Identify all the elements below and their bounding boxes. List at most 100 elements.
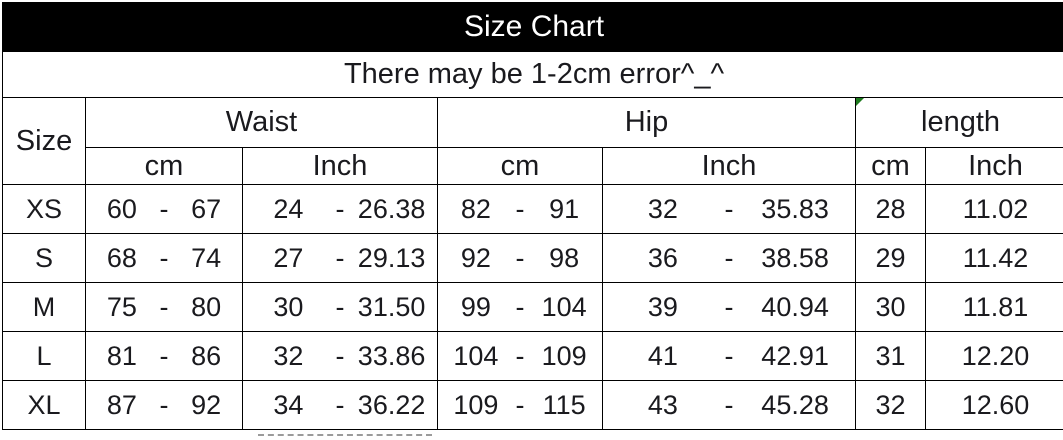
length-cm-value: 32	[855, 380, 926, 430]
range-max: 31.50	[357, 291, 426, 322]
cell-error-triangle-icon	[856, 98, 864, 106]
length-cm-header: cm	[855, 147, 926, 185]
length-cm-value: 28	[855, 184, 926, 234]
hip-cm-range: 109 - 115	[437, 380, 603, 430]
range-dash: -	[159, 193, 169, 224]
range-min: 32	[647, 193, 678, 224]
range-min: 34	[273, 389, 304, 420]
hip-inch-range: 41 - 42.91	[602, 331, 856, 381]
hip-inch-range: 36 - 38.58	[602, 233, 856, 283]
table-row: XL 87 - 92 34 - 36.22 109 - 115 43 - 45.…	[2, 380, 1063, 430]
range-max: 29.13	[357, 242, 426, 273]
range-max: 35.83	[761, 193, 829, 224]
range-dash: -	[515, 242, 525, 273]
size-cell: XL	[2, 380, 86, 430]
hip-cm-range: 99 - 104	[437, 282, 603, 332]
range-max: 115	[542, 389, 586, 420]
hip-cm-header: cm	[437, 147, 603, 185]
size-chart-table: Size Chart There may be 1-2cm error^_^ S…	[1, 2, 1063, 430]
waist-cm-range: 87 - 92	[85, 380, 243, 430]
size-column-header: Size	[2, 97, 86, 185]
table-row: XS 60 - 67 24 - 26.38 82 - 91 32 - 35.83…	[2, 184, 1063, 234]
range-max: 109	[541, 340, 587, 371]
waist-inch-range: 34 - 36.22	[242, 380, 438, 430]
note-row: There may be 1-2cm error^_^	[1, 51, 1063, 98]
waist-cm-range: 68 - 74	[85, 233, 243, 283]
waist-cm-range: 75 - 80	[85, 282, 243, 332]
range-min: 27	[273, 242, 304, 273]
error-note: There may be 1-2cm error^_^	[1, 51, 1063, 98]
range-min: 32	[273, 340, 304, 371]
range-max: 86	[191, 340, 222, 371]
range-dash: -	[724, 340, 734, 371]
hip-cm-range: 104 - 109	[437, 331, 603, 381]
range-dash: -	[724, 291, 734, 322]
range-min: 75	[106, 291, 137, 322]
hip-inch-range: 32 - 35.83	[602, 184, 856, 234]
range-max: 80	[191, 291, 222, 322]
range-min: 30	[273, 291, 304, 322]
hip-inch-header: Inch	[602, 147, 856, 185]
range-min: 109	[453, 389, 499, 420]
hip-cm-range: 82 - 91	[437, 184, 603, 234]
range-min: 60	[106, 193, 137, 224]
range-max: 40.94	[761, 291, 829, 322]
hip-cm-range: 92 - 98	[437, 233, 603, 283]
range-dash: -	[159, 389, 169, 420]
range-min: 41	[647, 340, 678, 371]
range-dash: -	[515, 193, 525, 224]
table-row: L 81 - 86 32 - 33.86 104 - 109 41 - 42.9…	[2, 331, 1063, 381]
size-cell: S	[2, 233, 86, 283]
range-dash: -	[724, 242, 734, 273]
range-dash: -	[724, 389, 734, 420]
waist-inch-range: 32 - 33.86	[242, 331, 438, 381]
page-cutoff-dots	[258, 434, 432, 436]
hip-group-header: Hip	[437, 97, 856, 148]
range-dash: -	[159, 291, 169, 322]
range-min: 68	[106, 242, 137, 273]
range-max: 36.22	[357, 389, 426, 420]
waist-inch-header: Inch	[242, 147, 438, 185]
range-dash: -	[515, 340, 525, 371]
waist-cm-header: cm	[85, 147, 243, 185]
range-dash: -	[515, 389, 525, 420]
range-max: 38.58	[761, 242, 829, 273]
range-min: 39	[647, 291, 678, 322]
length-inch-value: 11.42	[924, 233, 1063, 283]
range-max: 74	[191, 242, 222, 273]
range-min: 99	[460, 291, 491, 322]
range-max: 91	[549, 193, 580, 224]
range-max: 98	[549, 242, 580, 273]
waist-inch-range: 24 - 26.38	[242, 184, 438, 234]
waist-cm-range: 81 - 86	[85, 331, 243, 381]
range-dash: -	[159, 340, 169, 371]
range-min: 36	[647, 242, 678, 273]
length-inch-value: 11.81	[924, 282, 1063, 332]
range-min: 81	[106, 340, 137, 371]
group-header-row: Size Waist Hip length	[2, 97, 1063, 185]
range-min: 43	[647, 389, 678, 420]
waist-inch-range: 30 - 31.50	[242, 282, 438, 332]
range-max: 26.38	[357, 193, 426, 224]
range-dash: -	[335, 242, 345, 273]
hip-inch-range: 39 - 40.94	[602, 282, 856, 332]
length-cm-value: 29	[855, 233, 926, 283]
length-inch-value: 12.20	[924, 331, 1063, 381]
range-dash: -	[515, 291, 525, 322]
length-inch-value: 12.60	[924, 380, 1063, 430]
length-cm-value: 30	[855, 282, 926, 332]
range-min: 87	[106, 389, 137, 420]
range-max: 67	[191, 193, 222, 224]
size-cell: M	[2, 282, 86, 332]
title-bar-row: Size Chart	[1, 2, 1063, 52]
range-max: 33.86	[357, 340, 426, 371]
waist-inch-range: 27 - 29.13	[242, 233, 438, 283]
range-max: 45.28	[761, 389, 829, 420]
range-dash: -	[335, 291, 345, 322]
hip-inch-range: 43 - 45.28	[602, 380, 856, 430]
length-group-label: length	[921, 106, 1001, 138]
range-dash: -	[335, 193, 345, 224]
range-min: 104	[453, 340, 499, 371]
range-max: 42.91	[761, 340, 829, 371]
